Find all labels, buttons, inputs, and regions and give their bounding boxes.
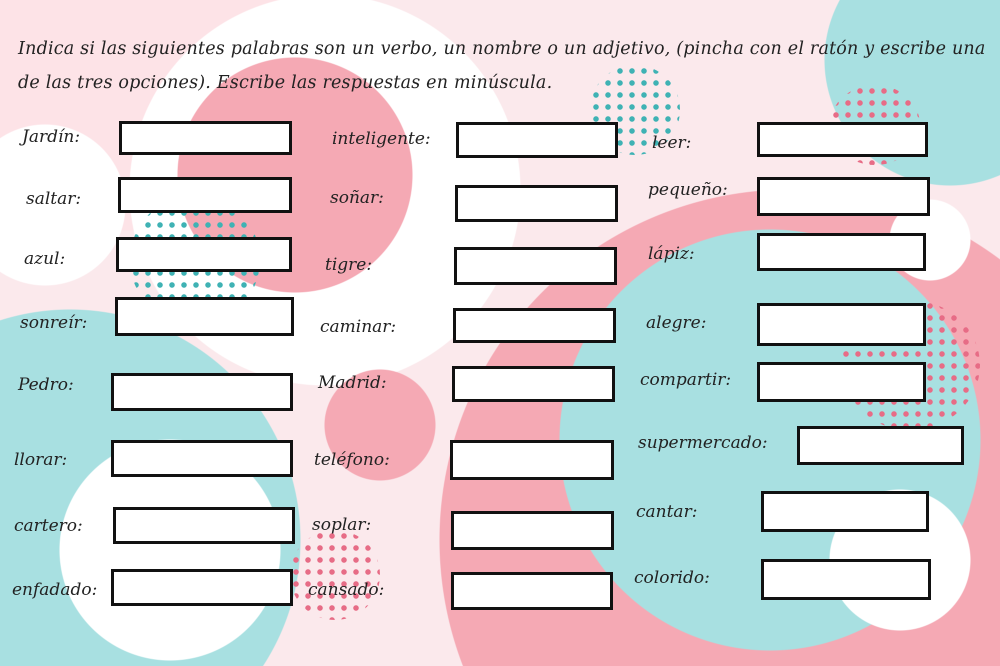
word-label: Madrid:	[318, 373, 387, 393]
word-label: cartero:	[14, 516, 83, 536]
answer-input[interactable]	[797, 426, 964, 465]
answer-input[interactable]	[761, 491, 929, 532]
answer-input[interactable]	[115, 297, 294, 336]
answer-input[interactable]	[452, 366, 615, 402]
answer-input[interactable]	[454, 247, 617, 285]
word-label: leer:	[652, 133, 692, 153]
answer-input[interactable]	[757, 303, 926, 346]
answer-input[interactable]	[111, 569, 293, 606]
answer-input[interactable]	[455, 185, 618, 222]
answer-input[interactable]	[757, 177, 930, 216]
word-label: soplar:	[312, 515, 372, 535]
word-label: soñar:	[330, 188, 384, 208]
answer-input[interactable]	[757, 233, 926, 271]
answer-input[interactable]	[111, 440, 293, 477]
dot-pattern	[290, 530, 380, 620]
instructions: Indica si las siguientes palabras son un…	[18, 39, 986, 93]
answer-input[interactable]	[451, 572, 613, 610]
word-label: llorar:	[14, 450, 68, 470]
word-label: colorido:	[634, 568, 710, 588]
word-label: sonreír:	[20, 313, 88, 333]
word-label: pequeño:	[648, 180, 728, 200]
word-label: enfadado:	[12, 580, 98, 600]
answer-input[interactable]	[118, 177, 292, 213]
answer-input[interactable]	[113, 507, 295, 544]
word-label: caminar:	[320, 317, 397, 337]
answer-input[interactable]	[453, 308, 616, 343]
answer-input[interactable]	[757, 122, 928, 157]
word-label: Pedro:	[18, 375, 74, 395]
word-label: compartir:	[640, 370, 732, 390]
word-label: saltar:	[26, 189, 82, 209]
answer-input[interactable]	[757, 362, 926, 402]
answer-input[interactable]	[456, 122, 618, 158]
word-label: teléfono:	[314, 450, 390, 470]
answer-input[interactable]	[116, 237, 292, 272]
answer-input[interactable]	[451, 511, 614, 550]
answer-input[interactable]	[111, 373, 293, 411]
word-label: alegre:	[646, 313, 707, 333]
answer-input[interactable]	[119, 121, 292, 155]
word-label: inteligente:	[332, 129, 431, 149]
word-label: lápiz:	[648, 244, 695, 264]
word-label: tigre:	[325, 255, 373, 275]
answer-input[interactable]	[761, 559, 931, 600]
word-label: cantar:	[636, 502, 698, 522]
word-label: cansado:	[308, 580, 385, 600]
answer-input[interactable]	[450, 440, 614, 480]
word-label: azul:	[24, 249, 66, 269]
word-label: supermercado:	[638, 433, 768, 453]
word-label: Jardín:	[22, 127, 81, 147]
